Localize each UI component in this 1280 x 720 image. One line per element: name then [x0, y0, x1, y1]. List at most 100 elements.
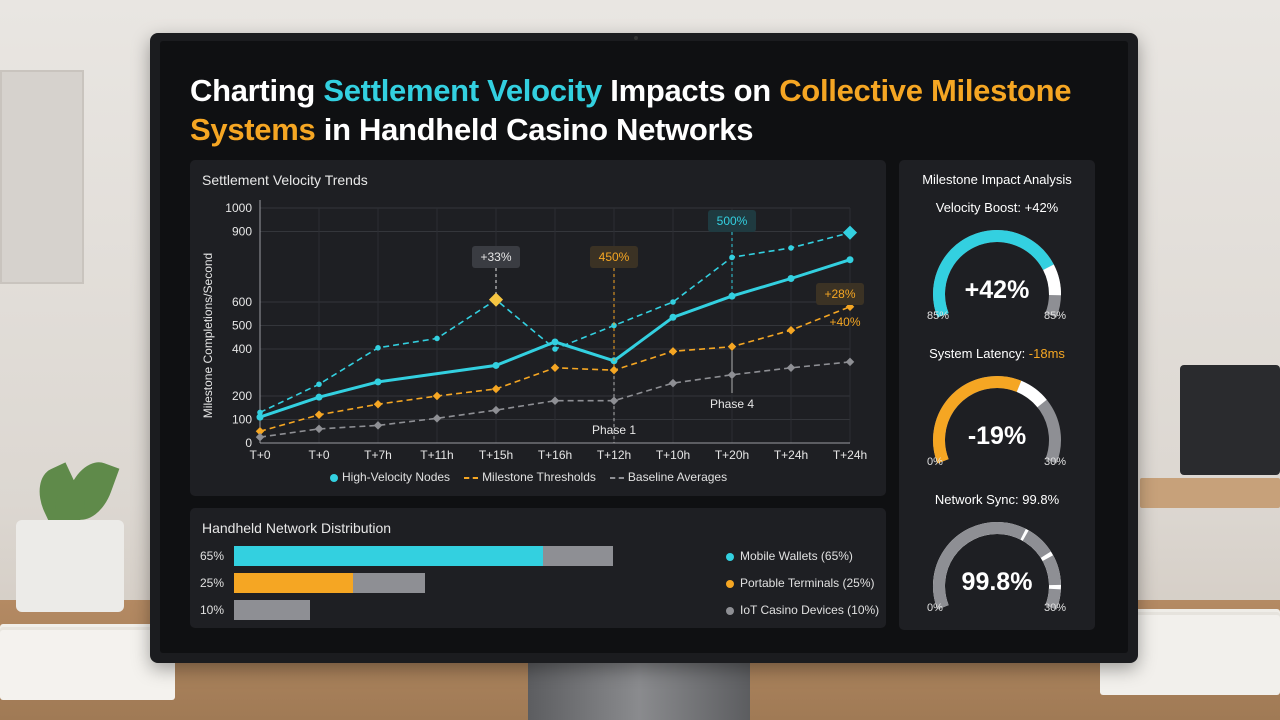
data-point	[786, 325, 796, 335]
webcam	[634, 36, 638, 40]
distribution-row: 65%	[200, 546, 720, 568]
data-point	[846, 256, 854, 264]
data-point	[669, 313, 677, 321]
annotation-box	[708, 210, 756, 232]
distribution-bar-fill	[234, 600, 311, 620]
distribution-bar-remainder	[543, 546, 614, 566]
gauge-fill	[933, 230, 1054, 318]
legend-dot	[726, 579, 734, 588]
background-shelf	[1140, 478, 1280, 508]
gauge	[933, 522, 1061, 610]
distribution-bar	[234, 600, 710, 620]
gauge	[933, 230, 1061, 318]
data-point	[316, 381, 322, 388]
gauge-label-value: +42%	[1024, 200, 1059, 215]
distribution-bar	[234, 546, 710, 566]
annotation-label: 500%	[717, 214, 748, 228]
data-point	[491, 405, 501, 415]
distribution-legend-label: Portable Terminals (25%)	[740, 576, 875, 590]
gauge-label: Network Sync: 99.8%	[899, 492, 1095, 507]
x-tick-label: T+7h	[364, 448, 392, 462]
y-tick-label: 1000	[225, 201, 252, 215]
gauge-label-prefix: Velocity Boost:	[935, 200, 1025, 215]
gauge-max-label: 30%	[1044, 602, 1067, 614]
data-point	[375, 345, 381, 351]
data-point	[551, 338, 559, 346]
data-point	[786, 363, 796, 373]
x-tick-label: T+16h	[538, 448, 572, 462]
data-point	[788, 245, 794, 251]
legend-label: Baseline Averages	[627, 470, 728, 484]
distribution-title: Handheld Network Distribution	[202, 520, 392, 536]
gauge-label-prefix: Network Sync:	[934, 492, 1023, 507]
annotation-label: Phase 1	[592, 423, 636, 437]
data-point	[434, 335, 440, 342]
data-point	[373, 399, 383, 409]
y-tick-label: 400	[232, 342, 252, 356]
peak-marker	[488, 292, 504, 307]
monitor-stand	[528, 662, 750, 720]
distribution-percent: 25%	[200, 576, 225, 590]
data-point	[256, 413, 264, 421]
peak-marker	[842, 225, 858, 240]
annotation-label: +40%	[829, 315, 860, 329]
distribution-legend-item: Mobile Wallets (65%)	[726, 549, 853, 563]
data-point	[845, 357, 855, 367]
x-tick-label: T+24h	[833, 448, 867, 462]
annotation-label: Phase 4	[710, 397, 754, 411]
data-point	[432, 414, 442, 423]
gauge-label-prefix: System Latency:	[929, 346, 1029, 361]
gauge-value: +42%	[964, 276, 1030, 304]
line-chart: 0 100 200 400 500 600 900 1000 T+0 T+0 T+7h T+11h T+…	[201, 200, 867, 462]
data-point	[314, 424, 324, 434]
title-part: Collective Milestone Systems	[190, 73, 1072, 147]
gauge-label: System Latency: -18ms	[899, 346, 1095, 361]
legend-marker	[609, 476, 624, 479]
gauge-value: -19%	[967, 422, 1027, 450]
data-point	[550, 396, 560, 405]
gauge-value: 99.8%	[961, 568, 1033, 596]
distribution-percent: 10%	[200, 603, 225, 617]
distribution-legend-label: Mobile Wallets (65%)	[740, 549, 853, 563]
gauge-min-label: 85%	[927, 310, 950, 322]
annotation-label: +33%	[480, 250, 511, 264]
data-point	[432, 391, 442, 401]
annotation-label: 450%	[599, 250, 630, 264]
distribution-panel: Handheld Network Distribution 65% Mobile …	[190, 508, 886, 628]
distribution-row: 25%	[200, 573, 720, 595]
chart-title: Settlement Velocity Trends	[202, 172, 368, 188]
x-tick-label: T+15h	[479, 448, 513, 462]
y-tick-label: 600	[232, 295, 252, 309]
distribution-percent: 65%	[200, 549, 225, 563]
annotation-box	[472, 246, 520, 268]
distribution-bar	[234, 573, 710, 593]
milestone-panel: Milestone Impact Analysis Velocity Boost…	[899, 160, 1095, 630]
data-point	[787, 275, 795, 282]
data-point	[314, 410, 324, 420]
legend-item: Milestone Thresholds	[464, 470, 596, 484]
x-tick-label: T+10h	[656, 448, 690, 462]
chart-legend: High-Velocity Nodes Milestone Thresholds B…	[330, 470, 790, 484]
y-axis-label: Milestone Completions/Second	[201, 253, 215, 418]
gauge-label-value: -18ms	[1028, 346, 1065, 361]
legend-label: Milestone Thresholds	[482, 470, 596, 484]
milestone-title: Milestone Impact Analysis	[922, 172, 1072, 187]
data-point	[609, 396, 619, 405]
data-point	[315, 393, 323, 401]
dashboard-screen: Charting Settlement Velocity Impacts on …	[160, 41, 1128, 653]
background-monitor	[1180, 365, 1280, 475]
data-point	[373, 421, 383, 430]
data-point	[491, 384, 501, 394]
x-tick-label: T+20h	[715, 448, 749, 462]
gauge-indicator	[1043, 264, 1061, 296]
legend-item: High-Velocity Nodes	[330, 470, 450, 484]
data-point	[257, 409, 263, 416]
annotation-box	[590, 246, 638, 268]
data-point	[374, 378, 382, 386]
gauge-max-label: 30%	[1044, 456, 1067, 468]
series-line	[259, 258, 851, 419]
distribution-bar-fill	[234, 573, 353, 593]
monitor: Charting Settlement Velocity Impacts on …	[150, 33, 1138, 663]
data-point	[727, 342, 737, 351]
legend-item: Baseline Averages	[609, 470, 728, 484]
